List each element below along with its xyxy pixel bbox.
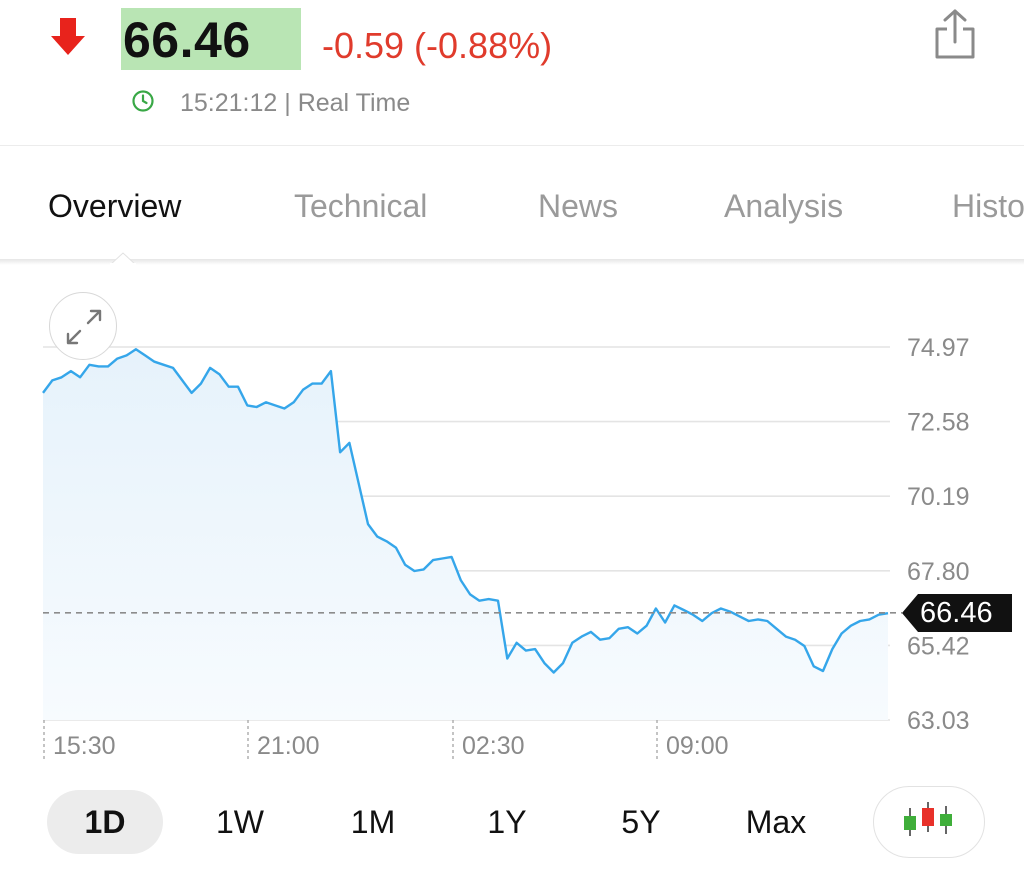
- tab-news[interactable]: News: [538, 188, 619, 224]
- clock-icon: [132, 90, 154, 112]
- expand-chart-button[interactable]: [49, 292, 117, 360]
- tab-history[interactable]: Histo: [952, 188, 1024, 224]
- price-line: [42, 348, 889, 674]
- quote-time: 15:21:12 | Real Time: [180, 89, 411, 117]
- y-axis-label: 67.80: [907, 558, 970, 586]
- x-axis-label: 02:30: [462, 732, 525, 760]
- down-arrow-icon: [51, 18, 85, 55]
- header-divider: [0, 145, 1024, 146]
- tab-analysis[interactable]: Analysis: [724, 188, 844, 224]
- share-icon[interactable]: [932, 8, 978, 60]
- tab-overview[interactable]: Overview: [48, 188, 182, 224]
- tab-bar-shadow: [0, 259, 1024, 265]
- candlestick-toggle-button[interactable]: [873, 786, 985, 858]
- x-axis-label: 09:00: [666, 732, 729, 760]
- range-1y[interactable]: 1Y: [487, 804, 527, 840]
- price-value: 66.46: [123, 12, 251, 68]
- range-1w[interactable]: 1W: [216, 804, 264, 840]
- price-chart[interactable]: 74.97 72.58 70.19 67.80 65.42 63.03 15:30 21:0…: [0, 265, 1024, 775]
- y-axis-label: 63.03: [907, 707, 970, 735]
- price-area-fill: [43, 349, 888, 720]
- price-highlight: [121, 8, 301, 70]
- x-axis-label: 15:30: [53, 732, 116, 760]
- y-axis-label: 65.42: [907, 632, 970, 660]
- active-tab-pointer: [110, 252, 136, 265]
- expand-icon: [66, 309, 102, 345]
- y-axis-label: 72.58: [907, 409, 970, 437]
- range-max[interactable]: Max: [745, 804, 807, 840]
- range-5y[interactable]: 5Y: [621, 804, 661, 840]
- y-axis-label: 70.19: [907, 483, 970, 511]
- range-1d[interactable]: 1D: [47, 790, 163, 854]
- candlestick-icon: [903, 801, 952, 836]
- y-axis-label: 74.97: [907, 334, 970, 362]
- range-1m[interactable]: 1M: [350, 804, 396, 840]
- current-price-label: 66.46: [920, 597, 993, 629]
- x-axis-label: 21:00: [257, 732, 320, 760]
- price-change: -0.59 (-0.88%): [322, 25, 553, 66]
- current-price-tag: [902, 594, 1012, 632]
- tab-technical[interactable]: Technical: [294, 188, 428, 224]
